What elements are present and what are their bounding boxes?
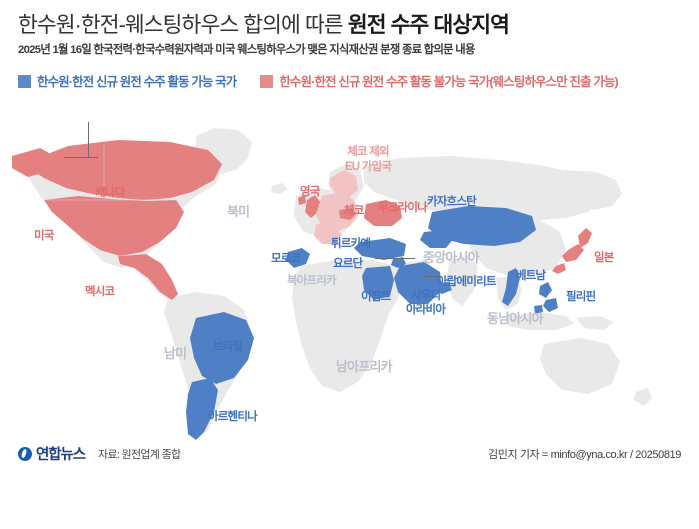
leader-line-uae bbox=[424, 276, 440, 277]
map-label-turkiye: 튀르키예 bbox=[331, 238, 371, 250]
map-label-japan: 일본 bbox=[594, 252, 614, 264]
world-map-svg bbox=[12, 128, 652, 440]
map-label-southeast-asia: 동남아시아 bbox=[487, 311, 544, 326]
map-label-kazakhstan: 카자흐스탄 bbox=[427, 196, 477, 208]
legend-item-available: 한수원·한전 신규 원전 수주 활동 가능 국가 bbox=[18, 72, 237, 90]
map-label-north-africa: 북아프리카 bbox=[287, 275, 337, 287]
page-title-normal: 한수원·한전-웨스팅하우스 합의에 따른 bbox=[18, 13, 348, 37]
map-label-saudi-2: 아라비아 bbox=[406, 304, 446, 316]
map-label-czech: 체코 bbox=[344, 205, 364, 217]
leader-line-usa-horizontal bbox=[64, 157, 98, 158]
map-label-jordan: 요르단 bbox=[333, 258, 363, 270]
map-label-mexico: 멕시코 bbox=[85, 286, 115, 298]
map-label-vietnam: 베트남 bbox=[516, 270, 546, 282]
map-label-canada: 캐나다 bbox=[95, 187, 125, 199]
map-label-brazil: 브라질 bbox=[213, 341, 243, 353]
legend-swatch-blue bbox=[18, 74, 31, 88]
yonhap-logo: 연합뉴스 bbox=[18, 443, 86, 464]
map-label-uae: 아랍에미리트 bbox=[437, 276, 496, 288]
page-subtitle: 2025년 1월 16일 한국전력·한국수력원자력과 미국 웨스팅하우스가 맺은… bbox=[18, 44, 475, 56]
map-label-saudi-1: 사우디 bbox=[411, 290, 441, 302]
page-title: 한수원·한전-웨스팅하우스 합의에 따른 원전 수주 대상지역 bbox=[18, 8, 510, 39]
map-label-south-america: 남미 bbox=[164, 346, 187, 361]
map-label-argentina: 아르헨티나 bbox=[208, 411, 258, 423]
leader-line-usa-vertical bbox=[88, 122, 89, 158]
map-label-ukraine: 우크라이나 bbox=[378, 202, 428, 214]
map-label-morocco: 모로코 bbox=[271, 253, 301, 265]
legend-label-available: 한수원·한전 신규 원전 수주 활동 가능 국가 bbox=[37, 75, 237, 89]
yonhap-mark-icon bbox=[18, 446, 32, 461]
byline: 김민지 기자 = minfo@yna.co.kr / 20250819 bbox=[488, 449, 681, 461]
page-title-bold: 원전 수주 대상지역 bbox=[347, 13, 510, 37]
map-label-north-america: 북미 bbox=[227, 204, 250, 219]
source-note: 자료: 원전업계 종합 bbox=[98, 449, 181, 461]
legend-item-unavailable: 한수원·한전 신규 원전 수주 활동 불가능 국가(웨스팅하우스만 진출 가능) bbox=[260, 72, 619, 90]
legend: 한수원·한전 신규 원전 수주 활동 가능 국가 한수원·한전 신규 원전 수주… bbox=[18, 72, 619, 90]
map-label-central-asia: 중앙아시아 bbox=[423, 250, 480, 265]
map-label-south-africa: 남아프리카 bbox=[336, 359, 393, 374]
map-label-usa: 미국 bbox=[34, 230, 54, 242]
yonhap-brand-name: 연합뉴스 bbox=[36, 447, 86, 463]
map-borders bbox=[44, 144, 176, 257]
world-map bbox=[0, 100, 699, 440]
map-red-countries bbox=[12, 140, 592, 300]
footer: 연합뉴스 자료: 원전업계 종합 김민지 기자 = minfo@yna.co.k… bbox=[0, 441, 699, 467]
map-blue-countries bbox=[186, 206, 558, 440]
legend-swatch-red bbox=[260, 74, 274, 88]
map-label-uk: 영국 bbox=[300, 186, 320, 198]
map-label-eu-except-czech-1: 체코 제외 bbox=[347, 146, 389, 158]
legend-label-unavailable: 한수원·한전 신규 원전 수주 활동 불가능 국가(웨스팅하우스만 진출 가능) bbox=[279, 75, 618, 89]
map-label-egypt: 이집트 bbox=[361, 291, 391, 303]
map-label-eu-except-czech-2: EU 가입국 bbox=[344, 161, 392, 173]
map-label-philippines: 필리핀 bbox=[566, 291, 596, 303]
leader-line-jordan bbox=[375, 258, 415, 259]
